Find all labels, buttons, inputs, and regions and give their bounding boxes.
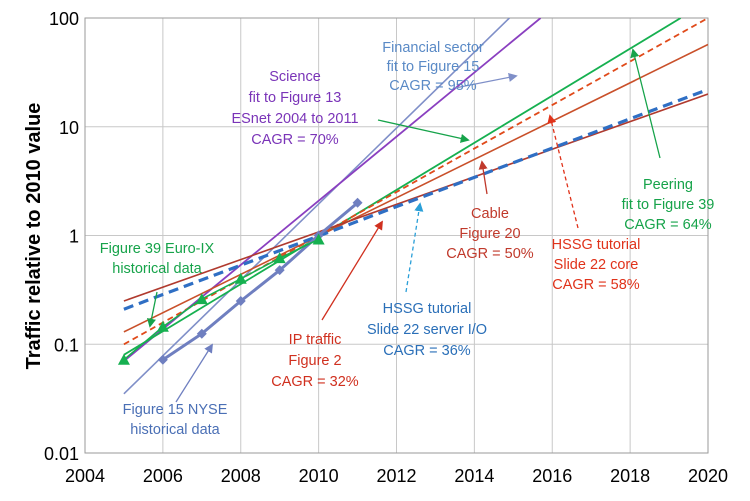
x-tick-label-6: 2016 [532, 466, 572, 486]
x-tick-label-3: 2010 [299, 466, 339, 486]
annotation-arrow-a-peer [630, 48, 661, 159]
annotation-nyse-line-0: Figure 15 NYSE [123, 402, 228, 418]
point-figure-39-euro-ix-2 [195, 293, 208, 305]
annotation-cable-line-0: Cable [471, 206, 509, 222]
annotation-cable-line-1: Figure 20 [459, 226, 520, 242]
series-group [117, 18, 708, 395]
series-line-peering-fit [123, 18, 682, 356]
series-line-hssg-server-i-o [123, 88, 708, 311]
x-tick-label-5: 2014 [454, 466, 494, 486]
annotation-arrow-a-fin [454, 72, 518, 89]
annotation-cable-line-2: CAGR = 50% [446, 246, 534, 262]
grid [84, 17, 709, 454]
x-tick-label-7: 2018 [610, 466, 650, 486]
series-line-financial-sector-fit [123, 18, 510, 395]
plot-frame [84, 17, 709, 454]
y-tick-label-3: 10 [59, 118, 79, 138]
annotation-arrow-a-nyse [175, 343, 213, 403]
series-line-cable [123, 43, 708, 333]
series-line-ip-traffic [123, 93, 708, 302]
point-figure-39-euro-ix-3 [234, 272, 247, 284]
point-figure-39-euro-ix-4 [273, 252, 286, 264]
point-figure-39-euro-ix-5 [312, 233, 325, 245]
point-figure-15-nyse-3 [274, 265, 285, 276]
annotation-arrow-a-ip [321, 220, 383, 321]
x-tick-label-2: 2008 [221, 466, 261, 486]
annotation-arrow-a-cable [478, 160, 488, 195]
annotation-arrow-a-sci [377, 119, 470, 143]
y-tick-label-1: 0.1 [54, 335, 79, 355]
point-figure-39-euro-ix-1 [156, 320, 169, 332]
y-tick-label-4: 100 [49, 9, 79, 29]
annotation-euroix: Figure 39 Euro-IX historical data [100, 241, 215, 277]
annotation-financial-line-0: Financial sector [382, 40, 484, 56]
point-figure-15-nyse-0 [157, 354, 168, 365]
point-figure-39-euro-ix-0 [117, 353, 130, 365]
point-figure-15-nyse-1 [196, 328, 207, 339]
annotation-peering: Peering fit to Figure 39 CAGR = 64% [622, 177, 715, 233]
annotation-arrow-a-core [547, 114, 579, 229]
annotation-ip-line-2: CAGR = 32% [271, 374, 359, 390]
tick-labels: 2004 2006 2008 2010 2012 2014 2016 2018 2020 0.01… [44, 9, 728, 486]
series-line-figure-39-euro-ix [123, 238, 319, 361]
annotation-server-io-line-1: Slide 22 server I/O [367, 322, 487, 338]
annotation-cable: Cable Figure 20 CAGR = 50% [446, 206, 534, 262]
x-tick-label-0: 2004 [65, 466, 105, 486]
annotation-peering-line-1: fit to Figure 39 [622, 197, 715, 213]
series-line-science-fit [123, 18, 542, 362]
annotation-server-io-line-0: HSSG tutorial [383, 301, 472, 317]
x-tick-label-8: 2020 [688, 466, 728, 486]
series-line-figure-15-nyse [162, 201, 359, 362]
annotation-science: Science fit to Figure 13 ESnet 2004 to 201… [231, 69, 358, 148]
annotation-ip: IP traffic Figure 2 CAGR = 32% [271, 332, 359, 390]
annotation-science-line-1: fit to Figure 13 [249, 90, 342, 106]
annotation-arrow-a-io [405, 202, 424, 293]
annotation-peering-line-0: Peering [643, 177, 693, 193]
x-tick-label-1: 2006 [143, 466, 183, 486]
annotation-ip-line-1: Figure 2 [288, 353, 341, 369]
annotation-server-io: HSSG tutorial Slide 22 server I/O CAGR = 3… [367, 301, 487, 359]
annotation-ip-line-0: IP traffic [289, 332, 342, 348]
annotation-nyse-line-1: historical data [130, 422, 220, 438]
annotation-financial: Financial sector fit to Figure 15 CAGR = 9… [382, 40, 484, 94]
series-line-hssg-core [123, 18, 708, 346]
x-tick-label-4: 2012 [376, 466, 416, 486]
annotations: Financial sector fit to Figure 15 CAGR = 9… [100, 40, 715, 438]
annotation-hssg-core-line-0: HSSG tutorial [552, 237, 641, 253]
annotation-financial-line-2: CAGR = 95% [389, 78, 477, 94]
annotation-peering-line-2: CAGR = 64% [624, 217, 712, 233]
annotation-hssg-core-line-2: CAGR = 58% [552, 277, 640, 293]
point-figure-15-nyse-2 [235, 295, 246, 306]
y-tick-label-2: 1 [69, 227, 79, 247]
annotation-arrows [147, 48, 661, 403]
annotation-arrow-a-euro [147, 291, 158, 328]
annotation-nyse: Figure 15 NYSE historical data [123, 402, 228, 438]
annotation-science-line-3: CAGR = 70% [251, 132, 339, 148]
point-figure-15-nyse-5 [352, 197, 363, 208]
annotation-hssg-core: HSSG tutorial Slide 22 core CAGR = 58% [552, 237, 641, 293]
annotation-science-line-2: ESnet 2004 to 2011 [231, 111, 358, 127]
y-tick-label-0: 0.01 [44, 444, 79, 464]
annotation-hssg-core-line-1: Slide 22 core [554, 257, 639, 273]
annotation-euroix-line-0: Figure 39 Euro-IX [100, 241, 215, 257]
annotation-euroix-line-1: historical data [112, 261, 202, 277]
annotation-financial-line-1: fit to Figure 15 [387, 59, 480, 75]
annotation-science-line-0: Science [269, 69, 321, 85]
annotation-server-io-line-2: CAGR = 36% [383, 343, 471, 359]
y-axis-label: Traffic relative to 2010 value [23, 103, 45, 370]
